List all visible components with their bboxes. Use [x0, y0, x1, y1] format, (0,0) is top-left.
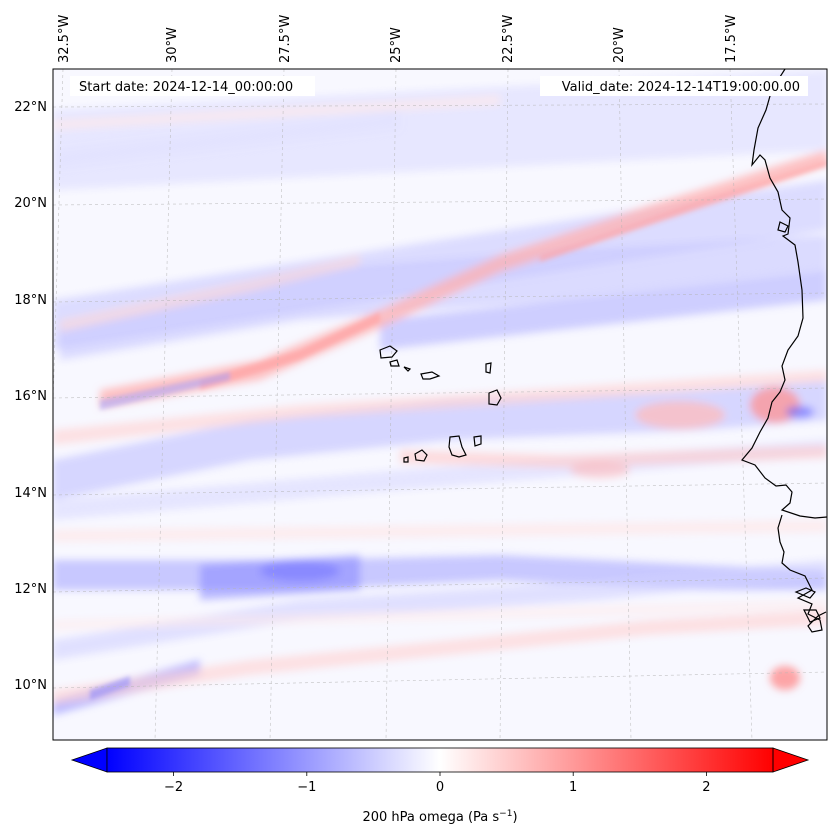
colorbar-tick-label: 2: [702, 780, 710, 795]
cape-verde-islands: [379, 345, 502, 463]
lat-tick-label: 12°N: [14, 582, 47, 597]
lon-tick-label: 30°W: [165, 27, 180, 63]
start-date-box: [70, 76, 315, 96]
lon-tick-label: 25°W: [389, 27, 404, 63]
colorbar-tick-label: −2: [164, 780, 183, 795]
lon-tick-label: 17.5°W: [724, 15, 739, 63]
valid-date-box: [540, 76, 808, 96]
colorbar-tick-label: 1: [569, 780, 577, 795]
map-frame: [52, 68, 828, 741]
map-panel: Start date: 2024-12-14_00:00:00 Valid_da…: [52, 68, 828, 741]
lat-tick-label: 14°N: [14, 486, 47, 501]
omega-field: [53, 69, 827, 740]
lon-tick-label: 22.5°W: [501, 15, 516, 63]
colorbar-max-extend: [772, 747, 810, 773]
gridlines: [53, 69, 827, 740]
valid-date-label: Valid_date: 2024-12-14T19:00:00.00: [562, 80, 800, 95]
longitude-labels: 32.5°W 30°W 27.5°W 25°W 22.5°W 20°W 17.5…: [57, 15, 739, 63]
lat-tick-label: 20°N: [14, 196, 47, 211]
colorbar-ticks: −2 −1 0 1 2: [164, 772, 711, 795]
coastlines: [741, 69, 827, 633]
latitude-labels: 22°N 20°N 18°N 16°N 14°N 12°N 10°N: [14, 100, 47, 693]
lat-tick-label: 22°N: [14, 100, 47, 115]
start-date-label: Start date: 2024-12-14_00:00:00: [79, 80, 293, 95]
colorbar-min-extend: [70, 747, 108, 773]
colorbar-tick-label: 0: [436, 780, 444, 795]
lon-tick-label: 32.5°W: [57, 15, 72, 63]
colorbar-gradient: [107, 748, 773, 772]
west-africa-coast: [741, 69, 827, 519]
colorbar: −2 −1 0 1 2 200 hPa omega (Pa s−1): [70, 747, 810, 825]
colorbar-label: 200 hPa omega (Pa s−1): [362, 809, 517, 825]
lat-tick-label: 18°N: [14, 293, 47, 308]
lat-tick-label: 10°N: [14, 678, 47, 693]
lon-tick-label: 27.5°W: [278, 15, 293, 63]
lon-tick-label: 20°W: [612, 27, 627, 63]
lat-tick-label: 16°N: [14, 389, 47, 404]
colorbar-tick-label: −1: [297, 780, 316, 795]
